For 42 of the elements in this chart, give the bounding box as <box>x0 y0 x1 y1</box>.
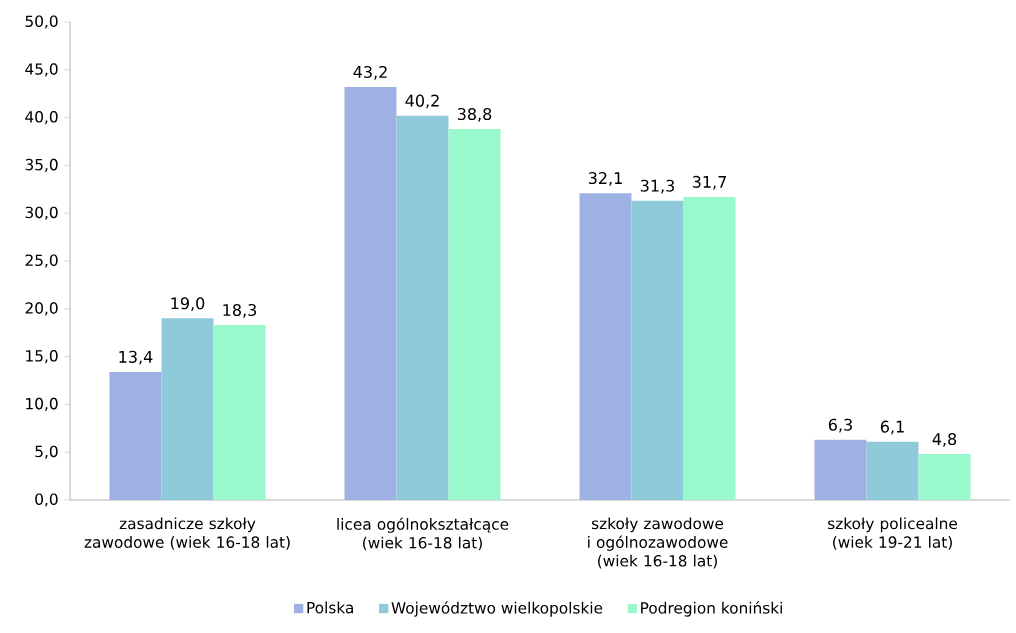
data-label: 6,3 <box>828 418 852 433</box>
x-tick-label: szkoły policealne (wiek 19-21 lat) <box>828 517 957 550</box>
data-label: 31,3 <box>640 179 675 194</box>
data-label: 31,7 <box>692 175 726 190</box>
x-tick-label: zasadnicze szkoły zawodowe (wiek 16-18 lat) <box>84 517 290 550</box>
data-label: 38,8 <box>457 107 492 122</box>
y-tick-label: 30,0 <box>25 206 58 220</box>
y-tick-label: 15,0 <box>26 350 58 364</box>
x-tick-label: licea ogólnokształcące (wiek 16-18 lat) <box>337 517 509 551</box>
legend-label: Podregion koniński <box>641 601 782 617</box>
y-tick-label: 10,0 <box>26 397 58 411</box>
y-tick-label: 0,0 <box>35 493 58 507</box>
bar <box>814 439 867 500</box>
data-label: 32,1 <box>588 172 622 186</box>
y-tick-label: 35,0 <box>25 158 58 172</box>
bar <box>866 441 919 500</box>
bar <box>631 200 684 500</box>
data-label: 40,2 <box>405 94 439 109</box>
bar <box>579 193 632 500</box>
bar <box>448 129 501 500</box>
data-label: 4,8 <box>932 433 957 447</box>
legend-label: Województwo wielkopolskie <box>391 601 603 617</box>
data-label: 43,2 <box>353 65 387 80</box>
x-tick-label: szkoły zawodowe i ogólnozawodowe (wiek 16-18 lat) <box>588 517 728 569</box>
bar <box>918 454 971 500</box>
bar <box>683 196 736 500</box>
bar <box>109 371 162 500</box>
y-tick-label: 45,0 <box>25 63 58 77</box>
y-tick-label: 25,0 <box>25 254 58 268</box>
legend-label: Polska <box>307 601 353 614</box>
y-tick-label: 50,0 <box>25 15 58 29</box>
data-label: 18,3 <box>223 303 257 318</box>
y-tick-label: 5,0 <box>35 445 58 459</box>
y-tick-label: 20,0 <box>25 302 58 316</box>
bar <box>213 325 266 500</box>
data-label: 19,0 <box>171 297 205 311</box>
data-label: 13,4 <box>119 350 153 365</box>
bar <box>344 87 397 500</box>
data-label: 6,1 <box>880 420 904 435</box>
y-tick-label: 40,0 <box>25 111 58 125</box>
bar <box>396 115 449 500</box>
bar <box>161 318 214 500</box>
